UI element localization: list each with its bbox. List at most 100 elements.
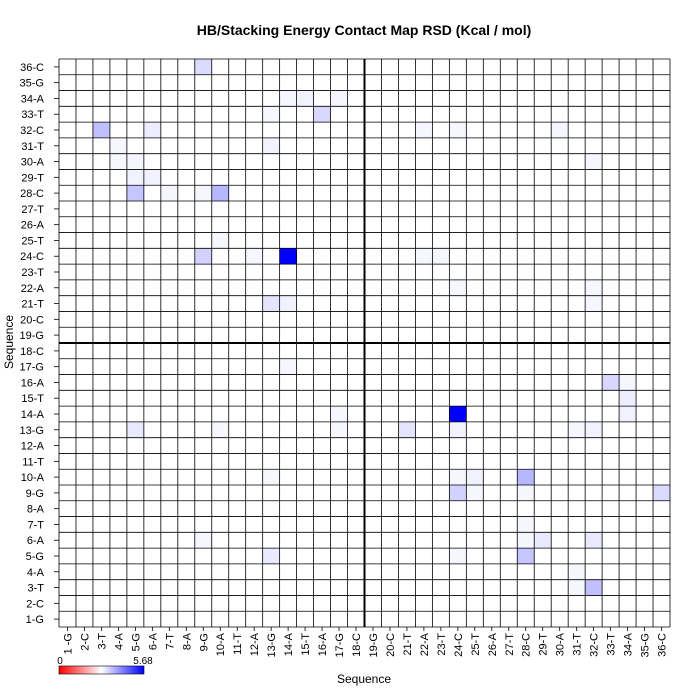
- y-tick-label: 7-T: [28, 519, 45, 531]
- x-tick-label: 33-T: [606, 633, 618, 656]
- y-tick-label: 21-T: [21, 299, 44, 311]
- x-tick-label: 27-T: [504, 633, 516, 656]
- y-tick-labels: 1-G 2-C 3-T 4-A 5-G 6-A 7-T 8-A 9-G 10-A 11-T 12-A 1…: [20, 62, 59, 626]
- y-tick-label: 13-G: [20, 425, 44, 437]
- heatmap-cell: [449, 421, 467, 438]
- x-tick-label: 4-A: [113, 632, 125, 650]
- x-tick-label: 18-C: [351, 633, 363, 657]
- heatmap-cell: [296, 90, 314, 107]
- x-tick-label: 28-C: [521, 633, 533, 657]
- x-tick-label: 7-T: [164, 633, 176, 650]
- heatmap-cell: [109, 137, 127, 154]
- heatmap-cell: [534, 532, 552, 549]
- y-tick-label: 35-G: [20, 78, 44, 90]
- heatmap-cell: [517, 469, 535, 485]
- y-tick-label: 34-A: [21, 93, 45, 105]
- heatmap-cell: [194, 185, 212, 201]
- heatmap-cell: [126, 185, 144, 201]
- x-tick-label: 24-C: [453, 633, 465, 657]
- x-tick-label: 3-T: [96, 633, 108, 650]
- heatmap-cell: [126, 421, 144, 438]
- x-tick-label: 9-G: [198, 633, 210, 651]
- y-tick-label: 4-A: [27, 567, 45, 579]
- x-tick-label: 32-C: [589, 633, 601, 657]
- heatmap-cell: [568, 579, 586, 596]
- y-tick-label: 16-A: [21, 377, 45, 389]
- heatmap-cell: [313, 106, 331, 123]
- y-tick-label: 27-T: [21, 204, 44, 216]
- y-tick-label: 12-A: [21, 441, 45, 453]
- y-tick-label: 8-A: [27, 504, 45, 516]
- heatmap-cell: [517, 485, 535, 501]
- y-tick-label: 15-T: [21, 393, 44, 405]
- y-tick-label: 22-A: [21, 283, 45, 295]
- heatmap-cell: [279, 358, 297, 375]
- heatmap-cell: [517, 548, 535, 564]
- heatmap-cell: [449, 548, 467, 564]
- x-tick-label: 35-G: [640, 633, 652, 657]
- y-axis-label: Sequence: [2, 315, 16, 369]
- heatmap-cell: [398, 421, 416, 438]
- heatmap-cell: [211, 232, 229, 249]
- heatmap-cell: [585, 532, 603, 549]
- heatmap-cell: [160, 185, 178, 201]
- x-tick-label: 31-T: [572, 633, 584, 656]
- heatmap-cells: [92, 59, 670, 596]
- x-tick-label: 6-A: [147, 632, 159, 650]
- heatmap-cell: [211, 185, 229, 201]
- heatmap-cell: [415, 122, 433, 138]
- y-tick-label: 17-G: [20, 362, 44, 374]
- y-tick-label: 23-T: [21, 267, 44, 279]
- x-tick-label: 29-T: [538, 633, 550, 656]
- colorbar-max-label: 5.68: [133, 656, 153, 667]
- heatmap-cell: [279, 90, 297, 107]
- x-tick-labels: 1 -G 2-C 3-T 4-A 5-G 6-A 7-T 8-A 9-G 10-A 11-T 12-A…: [62, 627, 669, 657]
- heatmap-cell: [245, 248, 263, 265]
- x-tick-label: 2-C: [79, 633, 91, 651]
- heatmap-cell: [211, 421, 229, 438]
- heatmap-cell: [92, 122, 110, 138]
- heatmap-cell: [585, 579, 603, 596]
- x-tick-label: 12-A: [249, 632, 261, 656]
- heatmap-cell: [619, 374, 637, 391]
- x-axis-label: Sequence: [337, 672, 391, 686]
- heatmap-cell: [466, 469, 484, 485]
- heatmap-cell: [585, 421, 603, 438]
- heatmap-grid: [58, 58, 671, 628]
- heatmap-cell: [126, 153, 144, 170]
- heatmap-cell: [619, 390, 637, 407]
- heatmap-cell: [619, 406, 637, 422]
- y-tick-label: 6-A: [27, 535, 45, 547]
- y-tick-label: 3-T: [28, 583, 45, 595]
- y-tick-label: 5-G: [26, 551, 44, 563]
- y-tick-label: 25-T: [21, 235, 44, 247]
- x-tick-label: 13-G: [266, 633, 278, 657]
- heatmap-cell: [585, 279, 603, 296]
- y-tick-label: 30-A: [21, 157, 45, 169]
- y-tick-label: 9-G: [26, 488, 44, 500]
- x-tick-label: 25-T: [470, 633, 482, 656]
- x-tick-label: 36-C: [657, 633, 669, 657]
- x-tick-label: 5-G: [130, 633, 142, 651]
- x-tick-label: 23-T: [436, 633, 448, 656]
- heatmap-cell: [466, 485, 484, 501]
- x-tick-label: 10-A: [215, 632, 227, 656]
- x-tick-label: 22-A: [419, 632, 431, 656]
- y-tick-label: 14-A: [21, 409, 45, 421]
- heatmap-cell: [449, 406, 467, 422]
- heatmap-cell: [602, 374, 620, 391]
- heatmap-cell: [279, 248, 297, 265]
- y-tick-label: 32-C: [20, 125, 44, 137]
- x-tick-label: 21-T: [402, 633, 414, 656]
- y-tick-label: 26-A: [21, 220, 45, 232]
- x-tick-label: 14-A: [283, 632, 295, 656]
- heatmap-cell: [449, 122, 467, 138]
- heatmap-cell: [330, 406, 348, 422]
- heatmap-cell: [568, 563, 586, 580]
- heatmap-cell: [194, 248, 212, 265]
- heatmap-cell: [449, 279, 467, 296]
- heatmap-cell: [568, 421, 586, 438]
- y-tick-label: 2-C: [26, 598, 44, 610]
- heatmap-cell: [415, 248, 433, 265]
- y-tick-label: 11-T: [22, 456, 44, 468]
